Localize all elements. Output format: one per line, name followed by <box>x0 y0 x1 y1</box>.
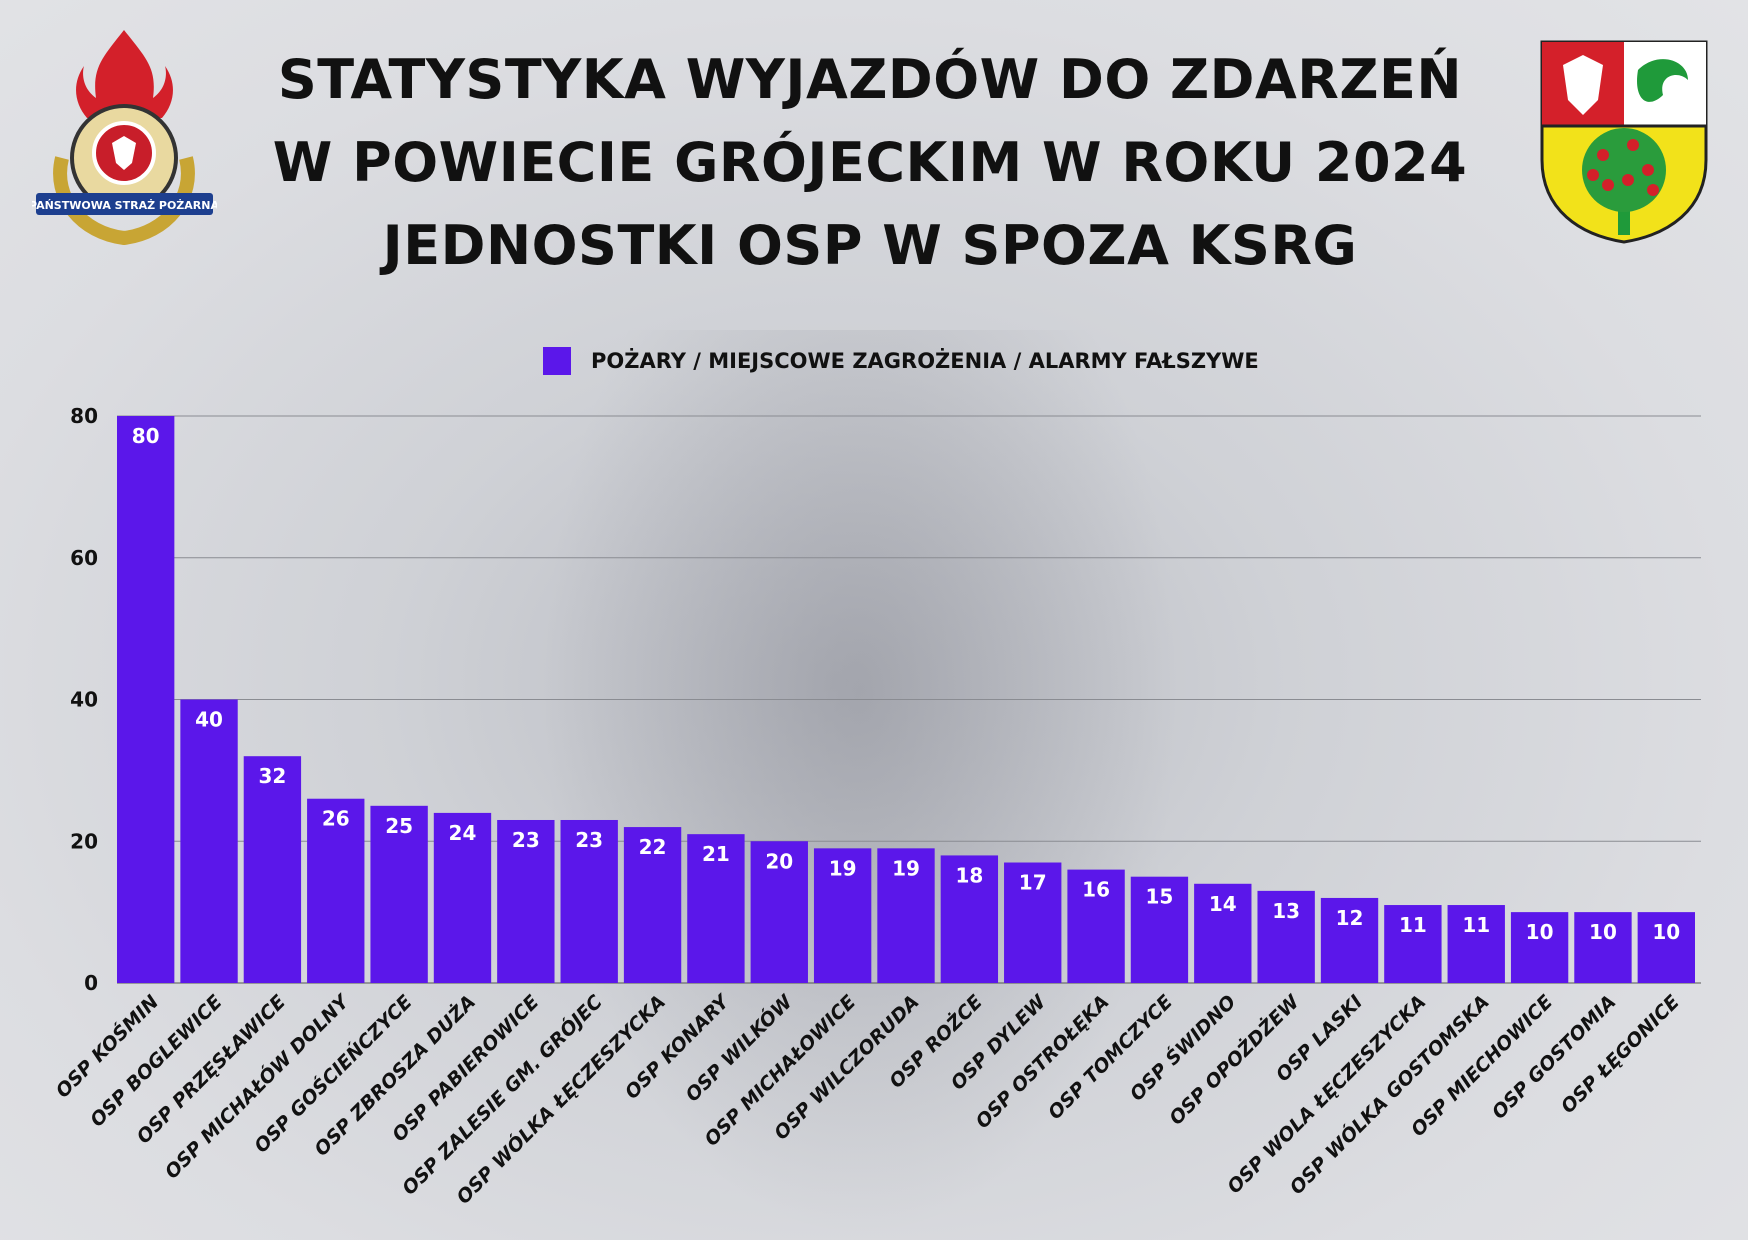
bar-value-label: 13 <box>1272 899 1300 923</box>
x-tick-label: OSP ŚWIDNO <box>1124 990 1240 1106</box>
bar-value-label: 18 <box>955 863 983 887</box>
x-tick-label: OSP ŁĘGONICE <box>1557 991 1684 1118</box>
bar <box>1130 876 1189 983</box>
bar <box>940 855 999 983</box>
bar-value-label: 23 <box>512 828 540 852</box>
bar <box>1320 897 1379 983</box>
psp-logo-text: PAŃSTWOWA STRAŻ POŻARNA <box>32 198 217 212</box>
bar <box>497 819 555 983</box>
bar-value-label: 22 <box>639 835 667 859</box>
y-tick-label: 0 <box>84 971 98 995</box>
bar-value-label: 14 <box>1209 892 1237 916</box>
y-tick-label: 40 <box>70 688 98 712</box>
bar <box>813 848 872 983</box>
title-line-1: STATYSTYKA WYJAZDÓW DO ZDARZEŃ <box>277 48 1463 111</box>
bar-value-label: 21 <box>702 842 730 866</box>
bar-value-label: 40 <box>195 708 223 732</box>
bar-value-label: 10 <box>1589 920 1617 944</box>
y-tick-label: 20 <box>70 829 98 853</box>
bar-value-label: 25 <box>385 814 413 838</box>
legend-label: POŻARY / MIEJSCOWE ZAGROŻENIA / ALARMY F… <box>591 349 1259 373</box>
bar <box>687 834 745 983</box>
bar-value-label: 24 <box>449 821 477 845</box>
y-tick-label: 60 <box>70 546 98 570</box>
bar-value-label: 26 <box>322 807 350 831</box>
bar <box>1510 912 1569 983</box>
bar <box>117 416 175 983</box>
coat-of-arms-logo <box>1540 40 1708 244</box>
bar <box>623 827 682 983</box>
bar-value-label: 32 <box>258 764 286 788</box>
bar-value-label: 10 <box>1526 920 1554 944</box>
bar-value-label: 10 <box>1652 920 1680 944</box>
bar <box>1637 912 1695 983</box>
bar <box>180 699 238 983</box>
bar <box>433 812 492 983</box>
page-title: STATYSTYKA WYJAZDÓW DO ZDARZEŃ W POWIECI… <box>220 38 1520 287</box>
bar <box>560 819 618 983</box>
y-tick-label: 80 <box>70 404 98 428</box>
bar <box>1004 862 1062 983</box>
title-line-3: JEDNOSTKI OSP W SPOZA KSRG <box>382 214 1358 277</box>
bar <box>1194 883 1252 983</box>
bar-value-label: 19 <box>892 856 920 880</box>
bar <box>1447 905 1505 983</box>
bar-value-label: 11 <box>1462 913 1490 937</box>
x-tick-label: OSP WILKÓW <box>680 989 797 1106</box>
chart-legend: POŻARY / MIEJSCOWE ZAGROŻENIA / ALARMY F… <box>543 347 1259 375</box>
background-photo <box>540 330 1180 1240</box>
bar-value-label: 17 <box>1019 871 1047 895</box>
bar <box>877 848 935 983</box>
bar-value-label: 12 <box>1336 906 1364 930</box>
bar-value-label: 15 <box>1146 885 1174 909</box>
bar <box>1384 905 1442 983</box>
bar-value-label: 80 <box>132 424 160 448</box>
bar <box>243 756 302 983</box>
bar <box>1067 869 1125 983</box>
bar-value-label: 19 <box>829 856 857 880</box>
bar-value-label: 11 <box>1399 913 1427 937</box>
legend-swatch <box>543 347 571 375</box>
bar <box>1574 912 1632 983</box>
title-line-2: W POWIECIE GRÓJECKIM W ROKU 2024 <box>272 131 1468 194</box>
bar <box>307 798 365 983</box>
bar <box>750 841 808 983</box>
bar-value-label: 23 <box>575 828 603 852</box>
psp-logo: PAŃSTWOWA STRAŻ POŻARNA <box>32 30 217 246</box>
bar <box>370 805 428 983</box>
bar <box>1257 890 1315 983</box>
bar-value-label: 16 <box>1082 878 1110 902</box>
bar-value-label: 20 <box>765 849 793 873</box>
